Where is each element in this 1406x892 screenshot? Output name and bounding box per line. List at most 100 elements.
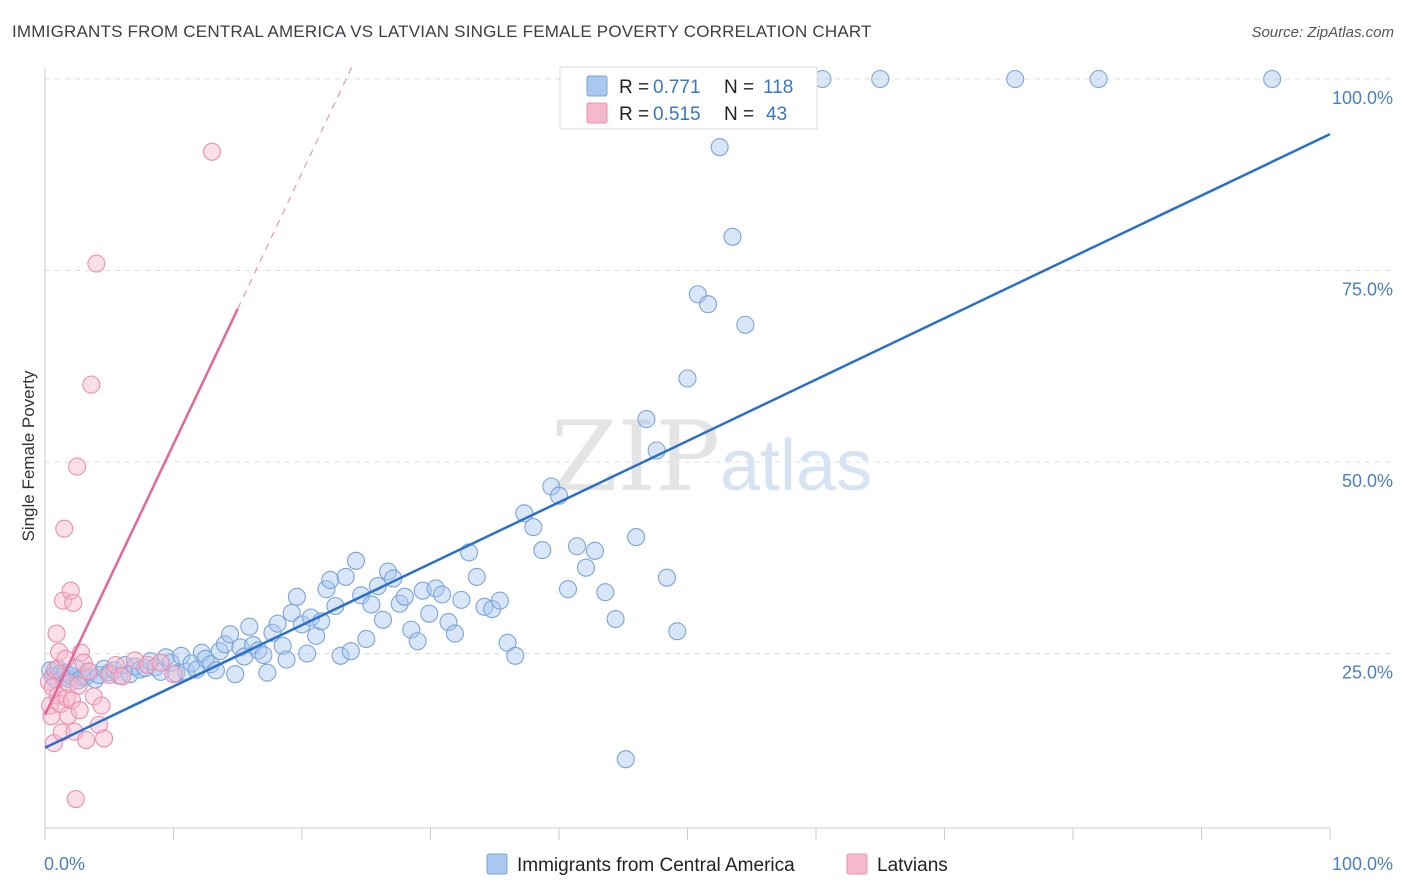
point-pink bbox=[87, 254, 106, 273]
trend-line-pink bbox=[43, 308, 239, 716]
y-tick-labels: 25.0% 50.0% 75.0% 100.0% bbox=[1332, 88, 1393, 683]
point-blue bbox=[215, 635, 234, 654]
point-blue bbox=[362, 595, 381, 614]
axes bbox=[44, 68, 1331, 840]
chart-title: IMMIGRANTS FROM CENTRAL AMERICA VS LATVI… bbox=[12, 22, 872, 41]
y-axis-title: Single Female Poverty bbox=[19, 370, 38, 542]
point-blue bbox=[1006, 69, 1025, 89]
point-blue bbox=[558, 580, 578, 599]
point-blue bbox=[408, 632, 427, 651]
point-pink bbox=[164, 665, 183, 684]
x-tick-label-max: 100.0% bbox=[1332, 854, 1393, 874]
legend-n-value-blue: 118 bbox=[763, 77, 793, 98]
y-tick-label-50: 50.0% bbox=[1342, 471, 1393, 491]
legend-swatch-blue bbox=[586, 75, 608, 97]
point-blue bbox=[439, 613, 458, 632]
point-blue bbox=[287, 587, 306, 606]
point-blue bbox=[258, 663, 277, 682]
y-tick-label-75: 75.0% bbox=[1342, 280, 1393, 300]
point-blue bbox=[723, 227, 742, 246]
y-tick-label-100: 100.0% bbox=[1332, 88, 1393, 108]
point-blue bbox=[1263, 69, 1282, 89]
point-blue bbox=[490, 591, 509, 610]
point-pink bbox=[69, 676, 88, 695]
point-pink bbox=[64, 593, 83, 612]
point-blue bbox=[395, 587, 414, 606]
point-blue bbox=[533, 541, 552, 560]
point-blue bbox=[161, 653, 180, 672]
source-label: Source: ZipAtlas.com bbox=[1251, 24, 1394, 41]
series-blue-points bbox=[41, 69, 1282, 769]
point-blue bbox=[710, 138, 729, 157]
point-blue bbox=[331, 646, 350, 665]
point-pink bbox=[59, 706, 78, 725]
point-blue bbox=[467, 567, 486, 586]
point-blue bbox=[616, 750, 635, 769]
point-blue bbox=[657, 568, 676, 587]
point-blue bbox=[226, 665, 245, 684]
point-blue bbox=[452, 590, 471, 609]
point-blue bbox=[420, 604, 439, 623]
point-blue bbox=[254, 645, 273, 665]
point-blue bbox=[196, 649, 215, 668]
point-blue bbox=[567, 537, 587, 556]
point-blue bbox=[627, 528, 646, 547]
stats-legend: R = 0.771 N = 118 R = 0.515 N = 43 bbox=[559, 66, 818, 130]
trend-extension-pink bbox=[237, 63, 354, 310]
point-pink bbox=[55, 519, 74, 538]
watermark-zip: ZIP bbox=[551, 401, 720, 513]
point-blue bbox=[506, 646, 525, 665]
point-blue bbox=[307, 626, 326, 645]
point-blue bbox=[699, 295, 718, 314]
bottom-legend-label-blue: Immigrants from Central America bbox=[517, 855, 795, 876]
point-pink bbox=[50, 642, 69, 662]
point-pink bbox=[92, 696, 111, 715]
point-blue bbox=[357, 629, 376, 648]
point-pink bbox=[68, 457, 87, 476]
point-blue bbox=[433, 585, 452, 604]
point-blue bbox=[341, 642, 360, 661]
legend-r-value-pink: 0.515 bbox=[653, 104, 701, 125]
y-tick-label-25: 25.0% bbox=[1342, 663, 1393, 683]
watermark-atlas: atlas bbox=[720, 426, 872, 506]
point-blue bbox=[678, 369, 697, 388]
point-blue bbox=[156, 648, 175, 667]
bottom-legend-swatch-blue bbox=[486, 853, 508, 875]
point-blue bbox=[606, 609, 625, 629]
legend-n-value-pink: 43 bbox=[766, 104, 787, 125]
grid-lines bbox=[45, 78, 1393, 654]
point-blue bbox=[736, 315, 755, 334]
legend-n-label-pink: N = bbox=[724, 104, 754, 125]
point-pink bbox=[84, 687, 103, 706]
series-legend: Immigrants from Central America Latvians bbox=[486, 853, 948, 876]
point-pink bbox=[79, 662, 98, 681]
point-blue bbox=[273, 636, 292, 655]
legend-r-label-blue: R = bbox=[619, 77, 649, 98]
point-blue bbox=[240, 617, 259, 636]
point-pink bbox=[77, 731, 96, 750]
point-blue bbox=[445, 624, 464, 643]
point-blue bbox=[637, 410, 656, 429]
point-blue bbox=[321, 570, 340, 590]
legend-n-label-blue: N = bbox=[724, 77, 754, 98]
point-pink bbox=[70, 701, 89, 720]
point-pink bbox=[95, 729, 114, 748]
point-blue bbox=[317, 580, 336, 599]
trend-lines bbox=[43, 63, 1331, 749]
point-blue bbox=[871, 69, 890, 89]
legend-swatch-pink bbox=[586, 102, 608, 124]
x-tick-label-min: 0.0% bbox=[44, 854, 85, 874]
point-blue bbox=[298, 644, 317, 663]
point-blue bbox=[596, 583, 615, 602]
point-pink bbox=[203, 142, 222, 161]
point-blue bbox=[172, 646, 191, 665]
point-blue bbox=[220, 625, 240, 644]
point-blue bbox=[373, 610, 393, 629]
point-blue bbox=[524, 518, 543, 537]
point-pink bbox=[151, 653, 170, 672]
point-pink bbox=[82, 375, 101, 394]
point-pink bbox=[74, 653, 93, 672]
point-blue bbox=[576, 558, 596, 577]
point-blue bbox=[1089, 69, 1108, 89]
